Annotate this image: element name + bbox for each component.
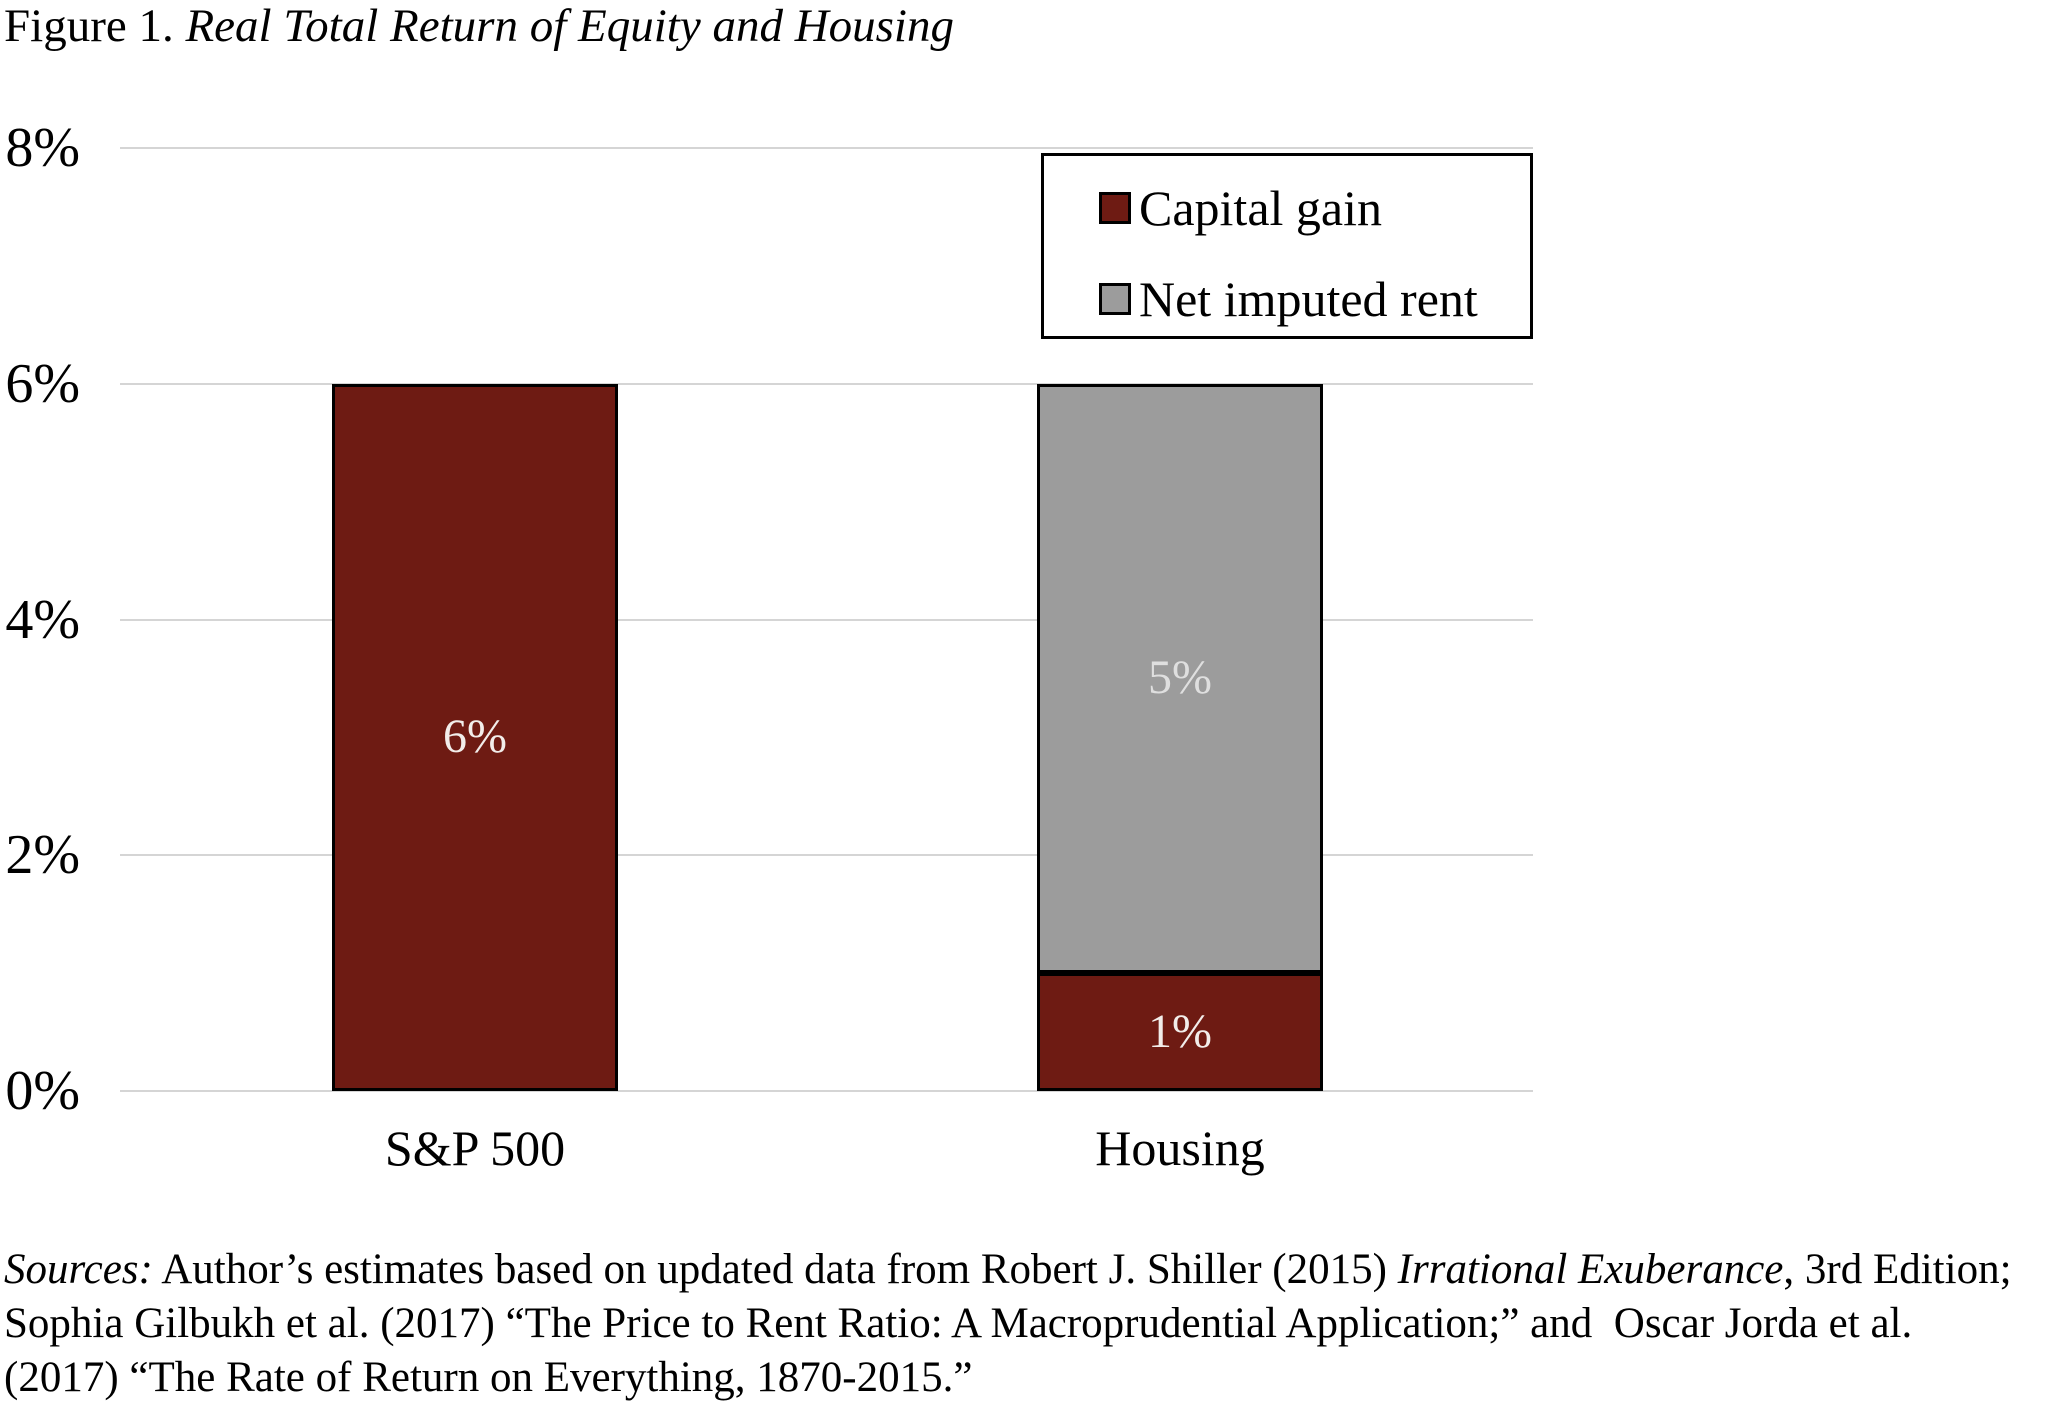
- y-axis-tick-label: 0%: [5, 1060, 80, 1122]
- sources-line: (2017) “The Rate of Return on Everything…: [4, 1351, 2048, 1401]
- sources-text: (2017) “The Rate of Return on Everything…: [4, 1354, 973, 1401]
- sources-text-italic: Irrational Exuberance: [1397, 1246, 1784, 1293]
- bar-segment-capital-gain-housing: 1%: [1037, 973, 1323, 1091]
- legend-label: Net imputed rent: [1139, 271, 1478, 327]
- legend-item-capital-gain: Capital gain: [1099, 178, 1382, 238]
- bar-segment-net-imputed-rent-housing: 5%: [1037, 383, 1323, 974]
- legend-item-net-imputed-rent: Net imputed rent: [1099, 269, 1478, 329]
- figure-title: Figure 1. Real Total Return of Equity an…: [4, 0, 954, 56]
- sources-line: Sources: Author’s estimates based on upd…: [4, 1243, 2048, 1297]
- legend-label: Capital gain: [1139, 180, 1382, 236]
- figure-title-prefix: Figure 1.: [4, 0, 186, 52]
- bar-data-label: 1%: [1148, 1005, 1212, 1059]
- y-axis-tick-label: 4%: [5, 588, 80, 651]
- bar-data-label: 5%: [1148, 651, 1212, 705]
- y-axis-tick-label: 8%: [5, 117, 80, 179]
- gridline: [120, 147, 1533, 149]
- gridline: [120, 382, 1533, 385]
- gridline: [120, 1090, 1533, 1092]
- legend-swatch-capital-gain: [1099, 192, 1131, 224]
- gridline: [120, 854, 1533, 857]
- chart-legend: Capital gain Net imputed rent: [1041, 153, 1533, 339]
- plot-area: Capital gain Net imputed rent 6% 1% 5%: [120, 147, 1533, 1092]
- x-axis-category-label: S&P 500: [384, 1120, 566, 1176]
- sources-text: Sophia Gilbukh et al. (2017) “The Price …: [4, 1300, 1913, 1347]
- figure-title-italic: Real Total Return of Equity and Housing: [185, 0, 954, 52]
- x-axis-category-label: Housing: [1095, 1120, 1265, 1176]
- sources-line: Sophia Gilbukh et al. (2017) “The Price …: [4, 1297, 2048, 1351]
- sources-text: , 3rd Edition;: [1783, 1246, 2012, 1293]
- sources-text: Author’s estimates based on updated data…: [152, 1246, 1398, 1293]
- sources-text-italic: Sources:: [4, 1246, 153, 1293]
- sources-note: Sources: Author’s estimates based on upd…: [4, 1243, 2048, 1401]
- y-axis-tick-label: 2%: [5, 824, 80, 887]
- bar-segment-capital-gain-s-p-500: 6%: [332, 383, 618, 1091]
- gridline: [120, 618, 1533, 621]
- legend-swatch-net-imputed-rent: [1099, 283, 1131, 315]
- y-axis-tick-label: 6%: [5, 352, 80, 415]
- bar-data-label: 6%: [443, 710, 507, 764]
